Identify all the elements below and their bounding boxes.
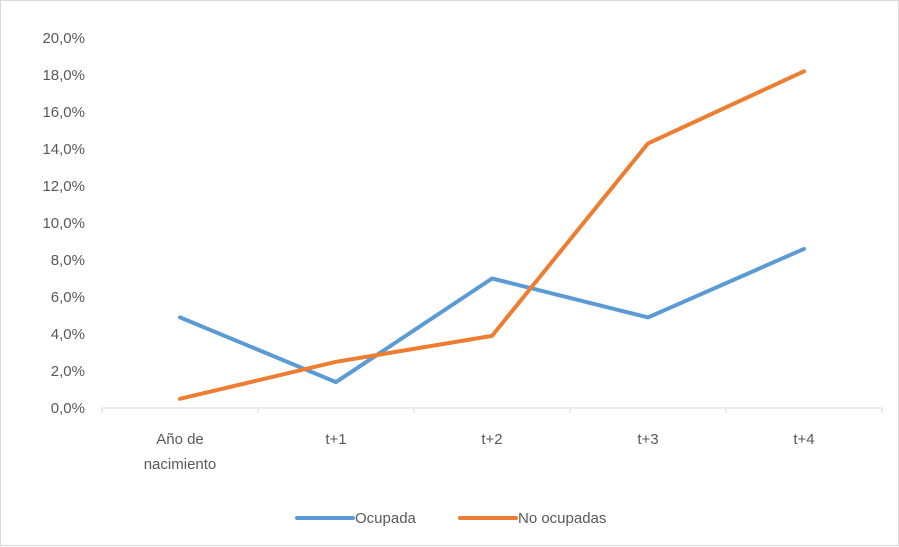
x-tick-label: nacimiento [144,456,217,473]
y-tick-label: 16,0% [42,104,85,121]
series-line-no-ocupadas [178,69,806,401]
y-tick-label: 6,0% [51,289,85,306]
y-tick-label: 20,0% [42,30,85,47]
series-lines [178,69,806,401]
y-tick-label: 10,0% [42,215,85,232]
legend-label: Ocupada [355,510,417,527]
x-tick-label: t+1 [325,431,346,448]
y-tick-label: 8,0% [51,252,85,269]
series-line-ocupada [178,246,806,385]
x-tick-label: Año de [156,431,204,448]
x-tick-label: t+4 [793,431,814,448]
y-axis-tick-labels: 0,0% 2,0% 4,0% 6,0% 8,0% 10,0% 12,0% 14,0% 16,0%… [42,30,85,417]
y-tick-label: 14,0% [42,141,85,158]
legend-label: No ocupadas [518,510,606,527]
y-tick-label: 2,0% [51,363,85,380]
y-tick-label: 18,0% [42,67,85,84]
y-tick-label: 0,0% [51,400,85,417]
x-tick-label: t+3 [637,431,658,448]
x-axis-tick-labels: Año de nacimiento t+1 t+2 t+3 t+4 [101,408,883,473]
y-tick-label: 4,0% [51,326,85,343]
legend: Ocupada No ocupadas [295,510,606,527]
x-tick-label: t+2 [481,431,502,448]
y-tick-label: 12,0% [42,178,85,195]
